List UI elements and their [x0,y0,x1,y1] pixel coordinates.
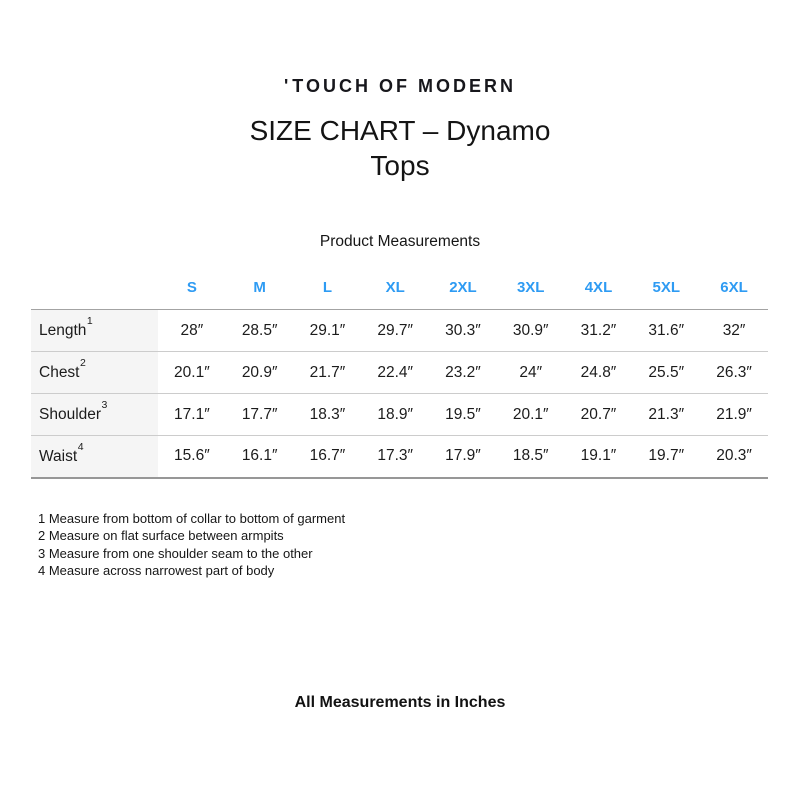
cell-chest-m: 20.9″ [225,351,294,394]
cell-shoulder-s: 17.1″ [158,393,226,436]
size-header-5xl: 5XL [652,279,680,296]
cell-waist-6xl: 20.3″ [700,435,768,479]
row-label-waist: Waist4 [31,435,158,479]
footnote-2: 2 Measure on flat surface between armpit… [38,528,284,543]
cell-shoulder-4xl: 20.7″ [564,393,633,436]
cell-chest-6xl: 26.3″ [700,351,768,394]
page-title: SIZE CHART – Dynamo Tops [0,113,800,183]
cell-shoulder-5xl: 21.3″ [632,393,701,436]
cell-waist-l: 16.7″ [293,435,362,479]
table-row-waist: Waist4 15.6″ 16.1″ 16.7″ 17.3″ 17.9″ 18.5″ 19.1… [31,435,768,479]
footnote-ref: 2 [80,357,86,370]
cell-chest-l: 21.7″ [293,351,362,394]
cell-length-6xl: 32″ [700,309,768,352]
cell-waist-s: 15.6″ [158,435,226,479]
table-row-length: Length1 28″ 28.5″ 29.1″ 29.7″ 30.3″ 30.9″ 31.2″… [31,309,768,352]
table-row-shoulder: Shoulder3 17.1″ 17.7″ 18.3″ 18.9″ 19.5″ 20.1″ 2… [31,393,768,436]
cell-waist-xl: 17.3″ [361,435,430,479]
size-header-3xl: 3XL [516,279,545,296]
size-header-2xl: 2XL [449,279,477,296]
cell-length-3xl: 30.9″ [496,309,565,352]
cell-chest-2xl: 23.2″ [429,351,497,394]
row-label-shoulder: Shoulder3 [31,393,158,436]
cell-length-xl: 29.7″ [361,309,430,352]
table-row-chest: Chest2 20.1″ 20.9″ 21.7″ 22.4″ 23.2″ 24″ 24.8″ 2… [31,351,768,394]
row-label-length: Length1 [31,309,158,352]
size-header-s: S [186,279,197,296]
size-header-l: L [322,279,332,296]
cell-waist-2xl: 17.9″ [429,435,497,479]
row-label-chest: Chest2 [31,351,158,394]
size-header-xl: XL [385,279,405,296]
footnotes-list: 1 Measure from bottom of collar to botto… [38,510,800,580]
brand-logo: 'TOUCH OF MODERN [0,0,800,97]
size-header-4xl: 4XL [584,279,613,296]
footnote-1: 1 Measure from bottom of collar to botto… [38,510,346,526]
footnote-ref: 3 [101,399,108,412]
footer-note: All Measurements in Inches [294,694,506,711]
cell-length-l: 29.1″ [293,309,362,352]
cell-length-s: 28″ [158,309,226,352]
cell-length-2xl: 30.3″ [429,309,497,352]
cell-shoulder-xl: 18.9″ [361,393,430,436]
size-header-row: S M L XL 2XL 3XL 4XL 5XL 6XL [31,279,768,310]
footnote-ref: 4 [77,441,84,454]
size-header-m: M [253,279,266,296]
measurements-table: S M L XL 2XL 3XL 4XL 5XL 6XL Length1 28″ 28.5″ 29.1… [31,279,768,479]
cell-waist-5xl: 19.7″ [632,435,701,479]
brand-logo-text: TOUCH OF MODERN [292,76,516,96]
footnote-4: 4 Measure across narrowest part of body [38,563,275,578]
cell-shoulder-m: 17.7″ [225,393,294,436]
cell-chest-4xl: 24.8″ [564,351,633,394]
corner-cell [31,279,158,310]
cell-waist-4xl: 19.1″ [564,435,633,479]
cell-chest-3xl: 24″ [496,351,565,394]
cell-length-4xl: 31.2″ [564,309,633,352]
page-title-line-2: Tops [370,150,430,181]
cell-length-m: 28.5″ [225,309,294,352]
table-subtitle: Product Measurements [319,233,481,250]
cell-chest-s: 20.1″ [158,351,226,394]
footnote-3: 3 Measure from one shoulder seam to the … [38,545,313,561]
page-title-line-1: SIZE CHART – Dynamo [249,115,551,146]
measurements-table-body: Length1 28″ 28.5″ 29.1″ 29.7″ 30.3″ 30.9″ 31.2″… [31,309,768,479]
cell-shoulder-6xl: 21.9″ [700,393,768,436]
cell-shoulder-2xl: 19.5″ [429,393,497,436]
brand-logo-mark: ' [284,76,292,96]
cell-shoulder-l: 18.3″ [293,393,362,436]
cell-waist-3xl: 18.5″ [496,435,565,479]
footnote-ref: 1 [86,315,93,328]
cell-chest-5xl: 25.5″ [632,351,701,394]
cell-chest-xl: 22.4″ [361,351,430,394]
cell-shoulder-3xl: 20.1″ [496,393,565,436]
size-header-6xl: 6XL [720,279,748,296]
cell-length-5xl: 31.6″ [632,309,701,352]
cell-waist-m: 16.1″ [225,435,294,479]
